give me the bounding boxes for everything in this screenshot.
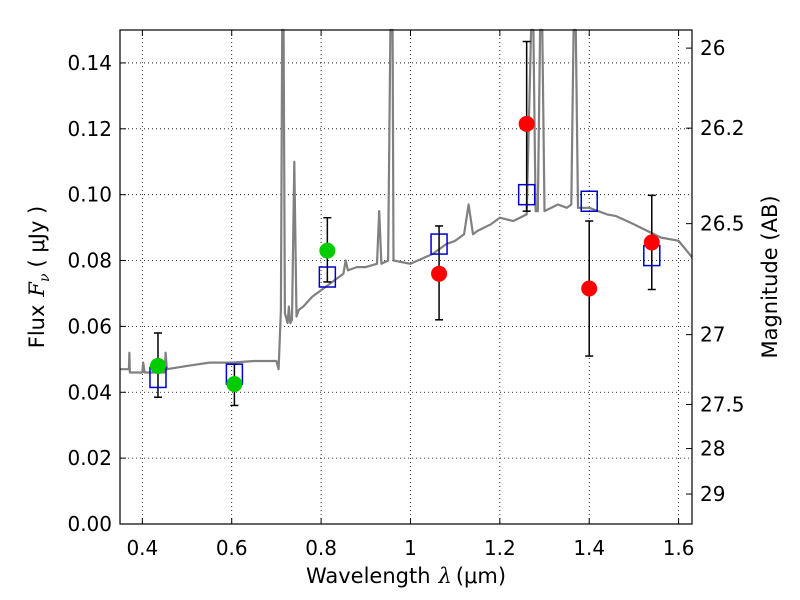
errorbar-layer xyxy=(153,40,656,407)
observed-flux-point xyxy=(319,242,336,259)
model-flux-square xyxy=(430,233,448,255)
model-flux-square xyxy=(580,190,598,213)
y2-tick-label: 29 xyxy=(700,482,725,506)
y2-tick-label: 28 xyxy=(700,437,725,461)
y-tick-label: 0.10 xyxy=(67,183,112,207)
y-tick-label: 0.00 xyxy=(67,512,112,536)
x-tick-label: 0.6 xyxy=(216,536,248,560)
y-tick-label: 0.08 xyxy=(67,249,112,273)
model-points-layer xyxy=(149,183,661,389)
y-tick-label: 0.12 xyxy=(67,117,112,141)
y2-tick-label: 26.5 xyxy=(700,212,745,236)
y-axis-label: FluxFν( μJy ) xyxy=(25,206,53,348)
x-tick-label: 0.8 xyxy=(305,536,337,560)
x-tick-label: 0.4 xyxy=(126,536,158,560)
observed-flux-point xyxy=(149,357,166,374)
spectrum-line xyxy=(120,28,693,374)
model-flux-square xyxy=(318,266,337,288)
x-tick-label: 1.6 xyxy=(663,536,695,560)
observed-flux-point xyxy=(226,376,243,393)
y-tick-label: 0.14 xyxy=(67,51,112,75)
observed-flux-point xyxy=(518,115,535,132)
observed-points-layer xyxy=(149,115,660,393)
y-tick-label: 0.06 xyxy=(67,314,112,338)
x-tick-label: 1.4 xyxy=(573,536,605,560)
spectrum-layer xyxy=(120,28,693,374)
observed-flux-point xyxy=(643,234,660,251)
model-flux-square xyxy=(517,183,536,206)
y2-axis-label: Magnitude (AB) xyxy=(758,195,782,358)
y2-tick-label: 27 xyxy=(700,323,725,347)
x-tick-label: 1.2 xyxy=(484,536,516,560)
tick-marks xyxy=(120,30,692,525)
y-tick-label: 0.04 xyxy=(67,380,112,404)
plot-frame xyxy=(119,29,693,525)
y2-tick-label: 27.5 xyxy=(700,392,745,416)
grid xyxy=(120,30,692,524)
x-axis-label: Wavelength λ (μm) xyxy=(306,564,506,588)
x-tick-label: 1 xyxy=(404,536,417,560)
tick-labels: 0.4 0.6 0.8 1 1.2 1.4 1.6 0.00 0.02 0.04 0.06 0.08 0… xyxy=(67,36,744,560)
observed-flux-point xyxy=(431,265,448,282)
observed-flux-point xyxy=(581,280,598,297)
y-tick-label: 0.02 xyxy=(67,446,112,470)
y2-tick-label: 26.2 xyxy=(700,116,745,140)
y2-tick-label: 26 xyxy=(700,36,725,60)
